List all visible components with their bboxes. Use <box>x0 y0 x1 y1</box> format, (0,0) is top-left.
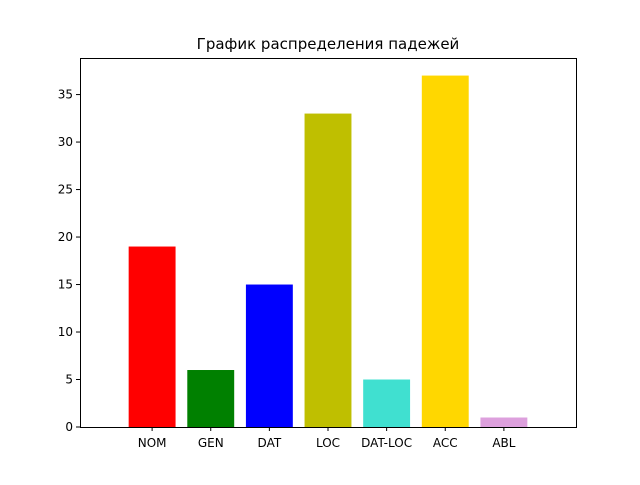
x-tick-label: NOM <box>138 436 167 450</box>
x-tick-label: DAT-LOC <box>361 436 412 450</box>
x-tick-label: DAT <box>258 436 282 450</box>
y-tick-label: 30 <box>58 135 73 149</box>
x-tick-label: ACC <box>433 436 458 450</box>
x-tick-label: ABL <box>492 436 515 450</box>
y-tick-label: 20 <box>58 230 73 244</box>
x-tick-label: GEN <box>198 436 224 450</box>
y-tick-label: 5 <box>65 373 73 387</box>
y-tick-label: 15 <box>58 278 73 292</box>
bars-group <box>128 75 528 428</box>
y-tick-label: 0 <box>65 420 73 434</box>
bar-acc <box>421 75 469 428</box>
bar-loc <box>304 113 352 427</box>
y-tick-label: 35 <box>58 88 73 102</box>
plot-frame <box>80 58 577 428</box>
bar-abl <box>480 417 528 427</box>
chart-title: График распределения падежей <box>197 35 460 53</box>
x-axis: NOM GEN DAT LOC DAT-LOC ACC ABL <box>138 427 516 450</box>
y-tick-label: 10 <box>58 325 73 339</box>
bar-gen <box>187 370 235 427</box>
bar-dat <box>245 284 293 427</box>
y-axis: 0 5 10 15 20 25 30 35 <box>58 88 80 434</box>
bar-dat-loc <box>363 379 411 427</box>
x-tick-label: LOC <box>316 436 340 450</box>
y-tick-label: 25 <box>58 183 73 197</box>
bar-nom <box>128 246 176 427</box>
